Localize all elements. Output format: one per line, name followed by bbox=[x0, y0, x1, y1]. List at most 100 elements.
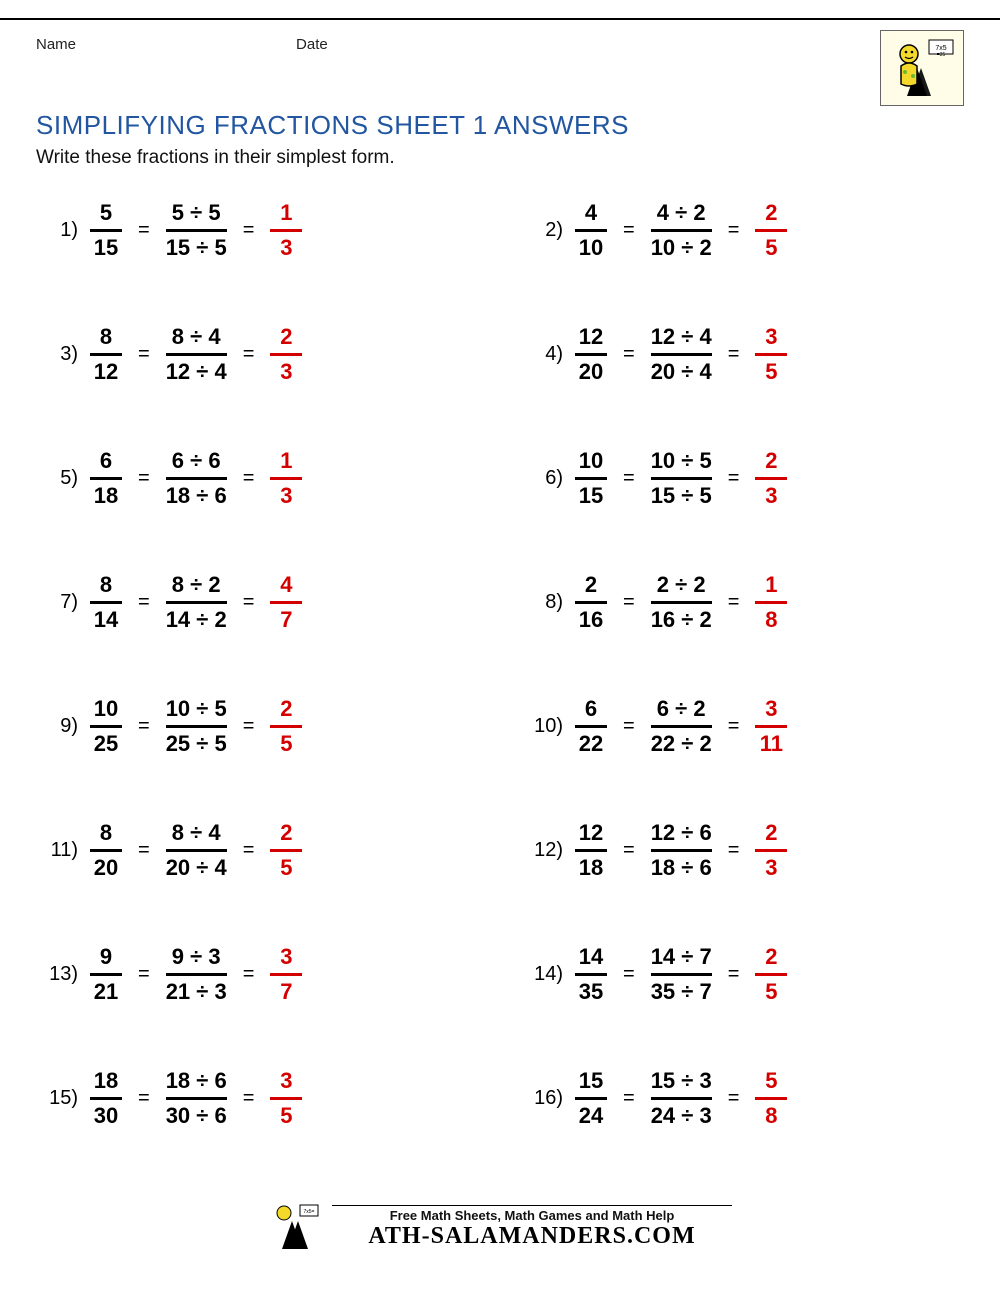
denominator: 5 bbox=[280, 1100, 292, 1130]
denominator: 18 bbox=[94, 480, 118, 510]
denominator: 8 bbox=[765, 604, 777, 634]
numerator: 4 bbox=[585, 199, 597, 229]
problem-number: 1) bbox=[40, 219, 84, 242]
numerator: 4 ÷ 2 bbox=[657, 199, 706, 229]
header-row: Name Date 7x5 =35 bbox=[36, 30, 964, 106]
work-fraction: 15 ÷ 324 ÷ 3 bbox=[645, 1067, 718, 1129]
work-fraction: 9 ÷ 321 ÷ 3 bbox=[160, 943, 233, 1005]
equals-sign: = bbox=[718, 467, 750, 490]
denominator: 3 bbox=[280, 480, 292, 510]
problem-number: 16) bbox=[525, 1087, 569, 1110]
problem-row: 2)410=4 ÷ 210 ÷ 2=25 bbox=[525, 199, 960, 261]
work-fraction: 18 ÷ 630 ÷ 6 bbox=[160, 1067, 233, 1129]
denominator: 12 bbox=[94, 356, 118, 386]
answer-fraction: 23 bbox=[749, 447, 793, 509]
denominator: 20 bbox=[94, 852, 118, 882]
denominator: 3 bbox=[765, 852, 777, 882]
work-fraction: 8 ÷ 412 ÷ 4 bbox=[160, 323, 233, 385]
answer-fraction: 13 bbox=[264, 199, 308, 261]
denominator: 18 bbox=[579, 852, 603, 882]
equals-sign: = bbox=[128, 963, 160, 986]
footer-logo-icon: 7x5= bbox=[268, 1199, 324, 1255]
numerator: 18 ÷ 6 bbox=[166, 1067, 227, 1097]
numerator: 2 ÷ 2 bbox=[657, 571, 706, 601]
denominator: 24 bbox=[579, 1100, 603, 1130]
answer-fraction: 25 bbox=[264, 819, 308, 881]
denominator: 22 bbox=[579, 728, 603, 758]
logo-caption-icon: 7x5 bbox=[935, 45, 946, 52]
original-fraction: 812 bbox=[84, 323, 128, 385]
denominator: 8 bbox=[765, 1100, 777, 1130]
denominator: 16 bbox=[579, 604, 603, 634]
numerator: 10 ÷ 5 bbox=[166, 695, 227, 725]
denominator: 15 bbox=[579, 480, 603, 510]
numerator: 15 ÷ 3 bbox=[651, 1067, 712, 1097]
problem-number: 9) bbox=[40, 715, 84, 738]
original-fraction: 1220 bbox=[569, 323, 613, 385]
answer-fraction: 25 bbox=[264, 695, 308, 757]
equals-sign: = bbox=[128, 219, 160, 242]
problem-number: 14) bbox=[525, 963, 569, 986]
problem-row: 4)1220=12 ÷ 420 ÷ 4=35 bbox=[525, 323, 960, 385]
denominator: 18 ÷ 6 bbox=[166, 480, 227, 510]
numerator: 2 bbox=[280, 819, 292, 849]
equals-sign: = bbox=[718, 591, 750, 614]
numerator: 12 bbox=[579, 323, 603, 353]
numerator: 18 bbox=[94, 1067, 118, 1097]
numerator: 2 bbox=[765, 943, 777, 973]
denominator: 15 ÷ 5 bbox=[166, 232, 227, 262]
numerator: 3 bbox=[280, 1067, 292, 1097]
denominator: 12 ÷ 4 bbox=[166, 356, 227, 386]
denominator: 10 ÷ 2 bbox=[651, 232, 712, 262]
numerator: 3 bbox=[765, 323, 777, 353]
original-fraction: 1015 bbox=[569, 447, 613, 509]
denominator: 22 ÷ 2 bbox=[651, 728, 712, 758]
original-fraction: 1830 bbox=[84, 1067, 128, 1129]
numerator: 14 bbox=[579, 943, 603, 973]
equals-sign: = bbox=[128, 839, 160, 862]
footer-tagline: Free Math Sheets, Math Games and Math He… bbox=[332, 1205, 732, 1223]
numerator: 12 ÷ 6 bbox=[651, 819, 712, 849]
work-fraction: 2 ÷ 216 ÷ 2 bbox=[645, 571, 718, 633]
numerator: 5 bbox=[100, 199, 112, 229]
numerator: 8 bbox=[100, 819, 112, 849]
equals-sign: = bbox=[233, 963, 265, 986]
numerator: 1 bbox=[765, 571, 777, 601]
equals-sign: = bbox=[233, 343, 265, 366]
denominator: 7 bbox=[280, 604, 292, 634]
work-fraction: 8 ÷ 420 ÷ 4 bbox=[160, 819, 233, 881]
answer-fraction: 25 bbox=[749, 943, 793, 1005]
numerator: 2 bbox=[280, 695, 292, 725]
original-fraction: 622 bbox=[569, 695, 613, 757]
svg-text:7x5=: 7x5= bbox=[304, 1209, 315, 1215]
numerator: 2 bbox=[765, 199, 777, 229]
numerator: 10 ÷ 5 bbox=[651, 447, 712, 477]
problem-row: 8)216=2 ÷ 216 ÷ 2=18 bbox=[525, 571, 960, 633]
equals-sign: = bbox=[718, 963, 750, 986]
equals-sign: = bbox=[613, 839, 645, 862]
svg-text:=35: =35 bbox=[937, 52, 946, 58]
equals-sign: = bbox=[233, 219, 265, 242]
page-title: SIMPLIFYING FRACTIONS SHEET 1 ANSWERS bbox=[36, 110, 964, 141]
original-fraction: 1218 bbox=[569, 819, 613, 881]
denominator: 5 bbox=[765, 356, 777, 386]
numerator: 2 bbox=[280, 323, 292, 353]
original-fraction: 216 bbox=[569, 571, 613, 633]
denominator: 15 bbox=[94, 232, 118, 262]
equals-sign: = bbox=[718, 715, 750, 738]
denominator: 5 bbox=[280, 852, 292, 882]
equals-sign: = bbox=[613, 591, 645, 614]
work-fraction: 10 ÷ 525 ÷ 5 bbox=[160, 695, 233, 757]
equals-sign: = bbox=[613, 963, 645, 986]
numerator: 1 bbox=[280, 199, 292, 229]
problem-row: 12)1218=12 ÷ 618 ÷ 6=23 bbox=[525, 819, 960, 881]
problem-row: 9)1025=10 ÷ 525 ÷ 5=25 bbox=[40, 695, 475, 757]
problem-number: 4) bbox=[525, 343, 569, 366]
numerator: 8 ÷ 2 bbox=[172, 571, 221, 601]
answer-fraction: 23 bbox=[264, 323, 308, 385]
equals-sign: = bbox=[613, 219, 645, 242]
numerator: 10 bbox=[94, 695, 118, 725]
footer-brand: ATH-SALAMANDERS.COM bbox=[332, 1223, 732, 1250]
numerator: 5 bbox=[765, 1067, 777, 1097]
problem-number: 13) bbox=[40, 963, 84, 986]
